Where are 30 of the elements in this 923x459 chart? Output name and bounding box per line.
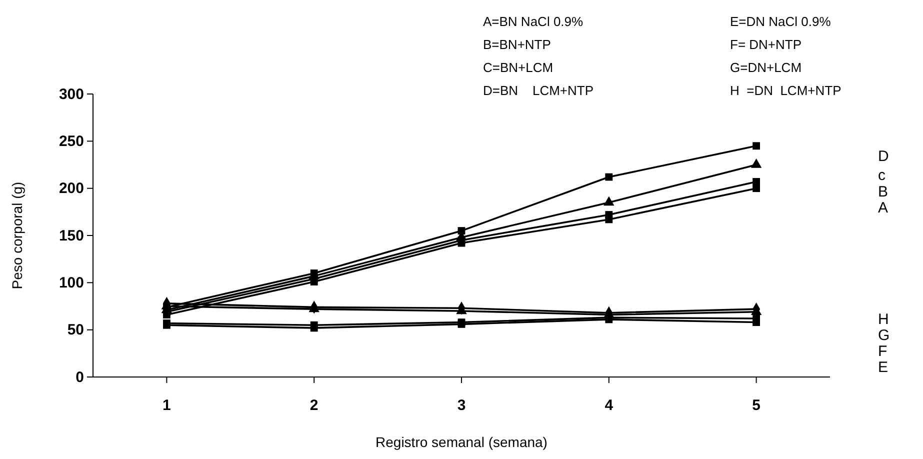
x-tick-label: 2 xyxy=(310,397,318,414)
y-tick-label: 100 xyxy=(58,274,84,292)
x-tick-label: 5 xyxy=(752,397,760,414)
x-axis-title: Registro semanal (semana) xyxy=(376,434,548,450)
text: c xyxy=(878,166,886,184)
x-tick-label: 3 xyxy=(457,397,466,414)
text: C=BN+LCM xyxy=(483,60,554,75)
text: B xyxy=(878,184,888,201)
annotation: H =DN LCM+NTP xyxy=(730,83,842,98)
y-tick-label: 50 xyxy=(67,322,84,339)
text: D xyxy=(878,148,889,165)
text: A=BN NaCl 0.9% xyxy=(483,14,584,29)
text: E xyxy=(878,359,888,376)
y-tick-label: 300 xyxy=(58,86,84,103)
text: F= DN+NTP xyxy=(730,37,802,52)
text: B=BN+NTP xyxy=(483,37,551,52)
text: A xyxy=(878,200,888,217)
y-tick-label: 150 xyxy=(58,227,84,244)
annotation: D=BN LCM+NTP xyxy=(483,83,594,98)
text: H xyxy=(878,311,889,328)
text: E=DN NaCl 0.9% xyxy=(730,14,832,29)
text: G=DN+LCM xyxy=(730,60,802,75)
y-tick-label: 250 xyxy=(58,132,84,150)
x-tick-label: 4 xyxy=(604,397,614,414)
y-axis-title: Peso corporal (g) xyxy=(9,182,25,290)
text: G xyxy=(878,327,890,344)
text: F xyxy=(878,343,888,360)
y-tick-label: 0 xyxy=(76,368,84,386)
y-tick-label: 200 xyxy=(58,180,84,198)
x-tick-label: 1 xyxy=(162,397,171,414)
